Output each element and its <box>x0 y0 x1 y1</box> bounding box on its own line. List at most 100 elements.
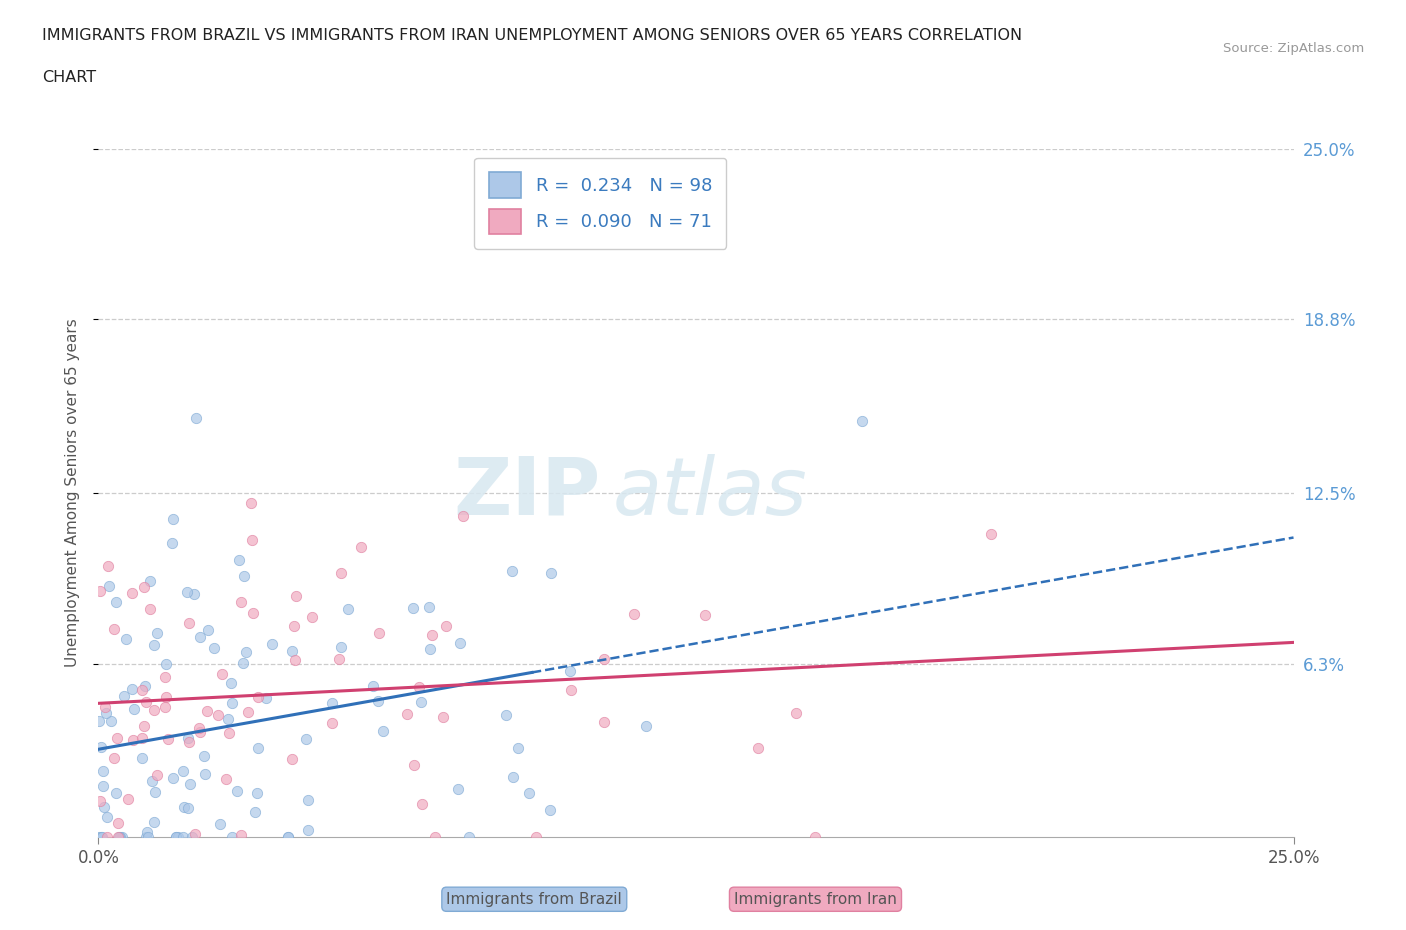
Point <box>104 594 127 609</box>
Point <box>142 637 165 652</box>
Point <box>209 817 232 831</box>
Point <box>246 785 269 800</box>
Point <box>207 708 229 723</box>
Point <box>160 536 183 551</box>
Point <box>162 771 184 786</box>
Point <box>538 803 561 817</box>
Point <box>135 695 157 710</box>
Point <box>143 703 166 718</box>
Point <box>211 666 233 681</box>
Point <box>560 683 582 698</box>
Point <box>98 578 121 593</box>
Point <box>122 733 145 748</box>
Point <box>135 830 157 844</box>
Point <box>87 830 110 844</box>
Point <box>108 830 131 844</box>
Point <box>117 791 139 806</box>
Point <box>402 601 425 616</box>
Point <box>153 699 176 714</box>
Text: Immigrants from Iran: Immigrants from Iran <box>734 892 897 907</box>
Point <box>183 826 205 841</box>
Point <box>136 830 159 844</box>
Text: Immigrants from Brazil: Immigrants from Brazil <box>447 892 621 907</box>
Point <box>408 680 430 695</box>
Point <box>301 610 323 625</box>
Point <box>138 573 160 588</box>
Point <box>193 749 215 764</box>
Point <box>297 822 319 837</box>
Point <box>155 689 177 704</box>
Point <box>411 797 433 812</box>
Point <box>295 731 318 746</box>
Point <box>785 705 807 720</box>
Point <box>111 830 134 844</box>
Point <box>321 696 343 711</box>
Point <box>623 606 645 621</box>
Text: atlas: atlas <box>613 454 807 532</box>
Point <box>91 830 114 844</box>
Point <box>173 799 195 814</box>
Point <box>221 696 243 711</box>
Point <box>143 785 166 800</box>
Point <box>166 830 188 844</box>
Point <box>100 713 122 728</box>
Point <box>122 702 145 717</box>
Point <box>108 830 131 844</box>
Point <box>524 830 547 844</box>
Point <box>177 616 200 631</box>
Point <box>177 735 200 750</box>
Point <box>229 594 252 609</box>
Point <box>368 626 391 641</box>
Point <box>91 764 114 778</box>
Point <box>165 830 187 844</box>
Point <box>804 830 827 844</box>
Point <box>138 602 160 617</box>
Point <box>432 710 454 724</box>
Point <box>285 589 308 604</box>
Point <box>236 705 259 720</box>
Text: IMMIGRANTS FROM BRAZIL VS IMMIGRANTS FROM IRAN UNEMPLOYMENT AMONG SENIORS OVER 6: IMMIGRANTS FROM BRAZIL VS IMMIGRANTS FRO… <box>42 28 1022 43</box>
Point <box>112 689 135 704</box>
Point <box>747 740 769 755</box>
Point <box>239 495 262 510</box>
Point <box>280 644 302 658</box>
Point <box>246 689 269 704</box>
Point <box>277 830 299 844</box>
Point <box>103 751 125 765</box>
Point <box>176 800 198 815</box>
Point <box>495 708 517 723</box>
Point <box>328 651 350 666</box>
Point <box>215 772 238 787</box>
Point <box>219 676 242 691</box>
Point <box>235 644 257 659</box>
Point <box>172 764 194 778</box>
Point <box>131 683 153 698</box>
Point <box>361 678 384 693</box>
Point <box>218 725 240 740</box>
Point <box>457 830 479 844</box>
Point <box>419 642 441 657</box>
Point <box>89 583 111 598</box>
Point <box>240 533 263 548</box>
Point <box>502 770 524 785</box>
Point <box>94 706 117 721</box>
Point <box>402 758 425 773</box>
Point <box>177 731 200 746</box>
Point <box>162 512 184 526</box>
Point <box>153 670 176 684</box>
Point <box>283 618 305 633</box>
Point <box>395 707 418 722</box>
Point <box>183 587 205 602</box>
Point <box>93 799 115 814</box>
Legend: R =  0.234   N = 98, R =  0.090   N = 71: R = 0.234 N = 98, R = 0.090 N = 71 <box>474 158 727 248</box>
Point <box>132 580 155 595</box>
Point <box>141 774 163 789</box>
Point <box>202 641 225 656</box>
Point <box>693 607 716 622</box>
Point <box>254 691 277 706</box>
Point <box>103 621 125 636</box>
Point <box>423 830 446 844</box>
Point <box>181 830 204 844</box>
Point <box>229 828 252 843</box>
Point <box>508 740 530 755</box>
